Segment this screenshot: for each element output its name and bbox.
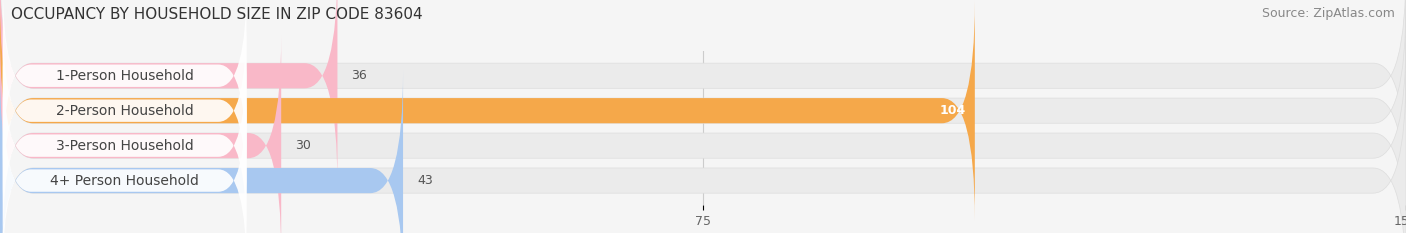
Text: Source: ZipAtlas.com: Source: ZipAtlas.com (1261, 7, 1395, 20)
FancyBboxPatch shape (3, 87, 246, 233)
FancyBboxPatch shape (0, 0, 337, 185)
FancyBboxPatch shape (3, 52, 246, 233)
FancyBboxPatch shape (3, 17, 246, 204)
Text: 4+ Person Household: 4+ Person Household (51, 174, 200, 188)
Text: 3-Person Household: 3-Person Household (56, 139, 194, 153)
Text: 2-Person Household: 2-Person Household (56, 104, 194, 118)
Text: 30: 30 (295, 139, 311, 152)
Text: 1-Person Household: 1-Person Household (56, 69, 194, 83)
Text: 36: 36 (352, 69, 367, 82)
Text: 104: 104 (939, 104, 966, 117)
FancyBboxPatch shape (0, 36, 281, 233)
Text: OCCUPANCY BY HOUSEHOLD SIZE IN ZIP CODE 83604: OCCUPANCY BY HOUSEHOLD SIZE IN ZIP CODE … (11, 7, 423, 22)
FancyBboxPatch shape (0, 1, 1406, 220)
FancyBboxPatch shape (0, 36, 1406, 233)
FancyBboxPatch shape (3, 0, 246, 169)
FancyBboxPatch shape (0, 1, 974, 220)
FancyBboxPatch shape (0, 71, 404, 233)
Text: 43: 43 (418, 174, 433, 187)
FancyBboxPatch shape (0, 0, 1406, 185)
FancyBboxPatch shape (0, 71, 1406, 233)
